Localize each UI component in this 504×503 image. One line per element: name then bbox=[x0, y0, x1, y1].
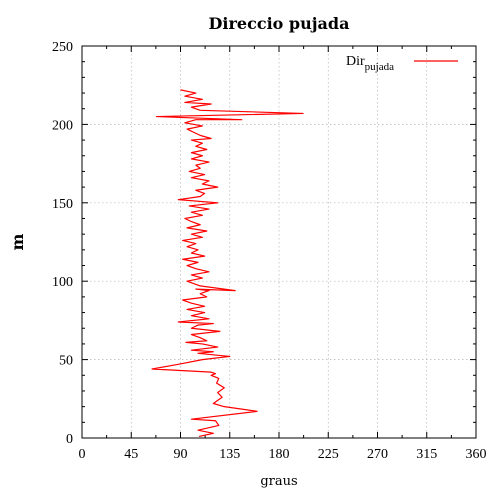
series bbox=[151, 89, 304, 438]
plot-frame bbox=[81, 45, 477, 439]
x-tick-label: 90 bbox=[174, 447, 188, 462]
grid bbox=[82, 46, 476, 438]
y-tick-label: 250 bbox=[52, 40, 73, 55]
tick-labels: 0 45 90 135 180 225 270 315 360 0 50 100 150 200 250 bbox=[52, 40, 487, 462]
y-tick-label: 100 bbox=[52, 275, 73, 290]
y-tick-label: 50 bbox=[59, 354, 73, 369]
x-tick-label: 135 bbox=[219, 447, 240, 462]
chart-title: Direccio pujada bbox=[209, 14, 350, 33]
series-line-0 bbox=[151, 89, 304, 438]
legend-label-main: Dir bbox=[346, 54, 365, 69]
x-tick-label: 360 bbox=[466, 447, 487, 462]
legend-label: Dirpujada bbox=[346, 54, 394, 73]
y-tick-label: 200 bbox=[52, 118, 73, 133]
x-tick-label: 180 bbox=[269, 447, 290, 462]
y-tick-label: 0 bbox=[66, 432, 73, 447]
x-tick-label: 225 bbox=[318, 447, 339, 462]
legend-label-subscript: pujada bbox=[365, 61, 394, 73]
x-axis-title: graus bbox=[260, 474, 297, 489]
legend: Dirpujada bbox=[346, 54, 458, 73]
x-tick-label: 45 bbox=[124, 447, 138, 462]
x-tick-label: 315 bbox=[416, 447, 437, 462]
x-tick-label: 0 bbox=[79, 447, 86, 462]
y-tick-label: 150 bbox=[52, 197, 73, 212]
y-axis-title: m bbox=[8, 233, 27, 250]
x-tick-label: 270 bbox=[367, 447, 388, 462]
